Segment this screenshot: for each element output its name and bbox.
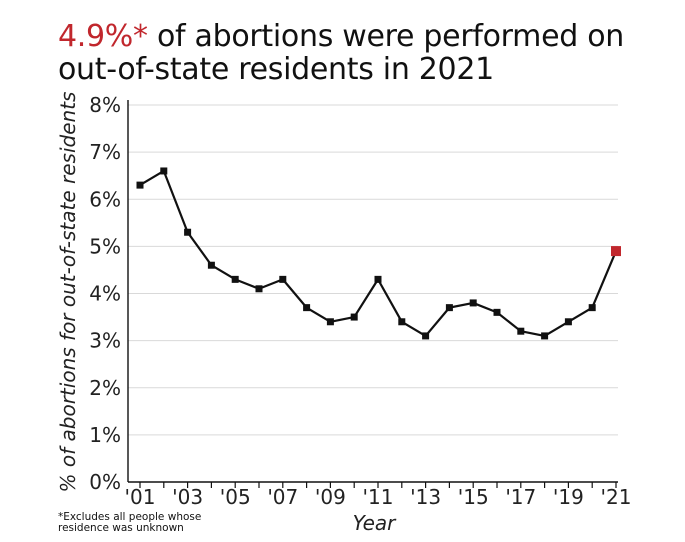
y-tick-labels: 0% 1% 2% 3% 4% 5% 6% 7% 8% (89, 93, 121, 494)
data-point (445, 304, 453, 312)
y-tick-label: 7% (89, 140, 121, 164)
y-tick-label: 3% (89, 329, 121, 353)
y-tick-label: 6% (89, 187, 121, 211)
data-point (588, 304, 596, 312)
data-point (160, 167, 168, 175)
data-point (184, 228, 192, 236)
data-point (564, 318, 572, 326)
y-tick-label: 8% (89, 93, 121, 117)
data-point (541, 332, 549, 340)
y-tick-label: 4% (89, 282, 121, 306)
data-point (422, 332, 430, 340)
series-line (139, 169, 618, 338)
x-tick-label: '17 (505, 485, 536, 509)
axes (127, 100, 618, 488)
x-tick-label: '09 (315, 485, 346, 509)
footnote: *Excludes all people whose residence was… (58, 512, 201, 534)
data-point (326, 318, 334, 326)
data-point (374, 275, 382, 283)
y-tick-label: 1% (89, 423, 121, 447)
x-tick-label: '19 (553, 485, 584, 509)
gridlines (128, 104, 618, 436)
y-tick-label: 0% (89, 470, 121, 494)
x-axis-label: Year (353, 511, 398, 535)
x-tick-label: '07 (267, 485, 298, 509)
y-tick-label: 2% (89, 376, 121, 400)
data-point (136, 181, 144, 189)
data-series (136, 167, 621, 340)
x-tick-labels: '01 '03 '05 '07 '09 '11 '13 '15 '17 '19 '21 (125, 485, 632, 509)
data-point (493, 308, 501, 316)
y-axis-label: % of abortions for out-of-state resident… (56, 92, 80, 493)
x-tick-label: '03 (172, 485, 203, 509)
x-tick-label: '21 (601, 485, 632, 509)
chart-title: 4.9%* of abortions were performed on out… (58, 20, 678, 86)
data-point (279, 275, 287, 283)
data-point (207, 261, 215, 269)
data-point (255, 285, 263, 293)
data-point (469, 299, 477, 307)
data-point (303, 304, 311, 312)
data-point (350, 313, 358, 321)
x-tick-label: '15 (458, 485, 489, 509)
data-point (517, 327, 525, 335)
data-point (231, 275, 239, 283)
title-text: of abortions were performed on out-of-st… (58, 19, 625, 87)
data-point (398, 318, 406, 326)
x-tick-label: '11 (363, 485, 394, 509)
y-tick-label: 5% (89, 234, 121, 258)
footnote-line-2: residence was unknown (58, 522, 184, 534)
x-tick-label: '05 (220, 485, 251, 509)
x-tick-label: '13 (410, 485, 441, 509)
highlight-point (611, 246, 621, 257)
title-highlight: 4.9%* (58, 19, 148, 54)
x-tick-label: '01 (125, 485, 156, 509)
footnote-line-1: *Excludes all people whose (58, 511, 202, 523)
